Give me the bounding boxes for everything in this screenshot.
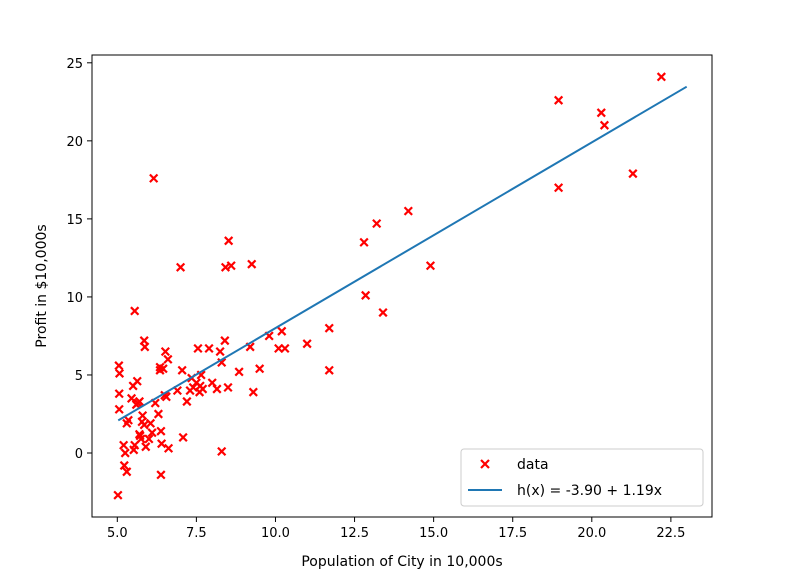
data-point [177, 365, 187, 375]
data-point [136, 434, 146, 444]
data-point [215, 346, 225, 357]
data-point [178, 432, 188, 442]
data-point [324, 365, 334, 375]
data-point [372, 218, 382, 229]
x-axis-ticks: 5.0 7.5 10.0 12.5 15.0 17.5 20.0 22.5 [107, 517, 685, 541]
data-point [403, 206, 413, 216]
data-point [324, 323, 334, 333]
y-tick-label: 20 [66, 135, 83, 150]
data-point [122, 467, 132, 477]
data-point [139, 420, 149, 430]
data-point [114, 361, 124, 371]
data-point [361, 290, 371, 300]
y-tick-label: 10 [66, 291, 83, 306]
data-point [140, 342, 150, 352]
x-tick-label: 12.5 [340, 526, 369, 541]
data-point [153, 409, 164, 419]
x-tick-label: 5.0 [107, 526, 128, 541]
data-point [378, 307, 388, 318]
x-tick-label: 15.0 [419, 526, 448, 541]
y-axis-ticks: 0 5 10 15 20 25 [66, 57, 92, 462]
y-tick-label: 5 [75, 369, 83, 384]
plot-frame [91, 54, 713, 518]
data-point [134, 396, 145, 407]
data-point [144, 434, 154, 444]
data-point [599, 120, 610, 130]
data-point [158, 364, 168, 374]
data-point [141, 442, 151, 452]
y-tick-label: 0 [75, 447, 83, 462]
data-point [175, 262, 186, 272]
data-point [359, 237, 369, 247]
data-point [130, 306, 140, 316]
data-point [157, 439, 167, 449]
x-tick-label: 20.0 [577, 526, 606, 541]
data-point [277, 326, 287, 336]
x-tick-label: 7.5 [186, 526, 207, 541]
legend-label-data: data [517, 457, 549, 473]
data-point [255, 364, 265, 374]
x-tick-label: 22.5 [656, 526, 685, 541]
data-point [220, 336, 230, 346]
data-point [628, 169, 638, 179]
data-point [554, 95, 564, 105]
series-layer [113, 72, 688, 500]
data-point [217, 446, 227, 457]
legend-marker-data [480, 459, 490, 469]
data-point [212, 384, 222, 394]
data-point [656, 72, 666, 82]
data-point [198, 384, 208, 394]
y-axis-label: Profit in $10,000s [34, 224, 50, 347]
legend-label-fit: h(x) = -3.90 + 1.19x [517, 483, 662, 499]
data-point [223, 382, 233, 393]
plot-background [92, 55, 712, 517]
data-point [138, 410, 148, 421]
data-point [217, 357, 227, 368]
data-point [193, 343, 203, 354]
data-point [280, 343, 290, 354]
data-point [156, 470, 166, 480]
x-axis-label: Population of City in 10,000s [301, 554, 502, 570]
data-point [113, 490, 123, 500]
x-tick-label: 10.0 [261, 526, 290, 541]
data-point [145, 418, 156, 428]
data-point [160, 346, 170, 357]
data-point [554, 183, 564, 193]
data-point [114, 389, 124, 399]
data-point [132, 376, 142, 386]
data-point [425, 261, 436, 271]
y-tick-label: 15 [66, 213, 83, 228]
data-point [163, 354, 173, 364]
legend: data h(x) = -3.90 + 1.19x [460, 448, 704, 507]
data-point [147, 428, 157, 438]
data-point [204, 343, 214, 354]
data-point [224, 236, 234, 246]
data-point [226, 261, 236, 271]
data-point [234, 367, 244, 377]
regression-line [117, 85, 688, 422]
legend-box [460, 448, 704, 507]
data-point [156, 426, 166, 436]
data-point [149, 173, 159, 183]
data-point [247, 259, 257, 269]
data-point [182, 396, 192, 407]
data-point [114, 368, 125, 378]
data-point [119, 460, 129, 471]
data-point [114, 404, 124, 414]
x-tick-label: 17.5 [498, 526, 527, 541]
data-point [120, 448, 130, 458]
data-point [596, 108, 606, 118]
data-point [163, 443, 174, 453]
data-point [119, 440, 129, 450]
y-tick-label: 25 [66, 57, 83, 72]
data-point [248, 387, 258, 397]
data-point [123, 415, 133, 425]
data-point [302, 339, 312, 349]
